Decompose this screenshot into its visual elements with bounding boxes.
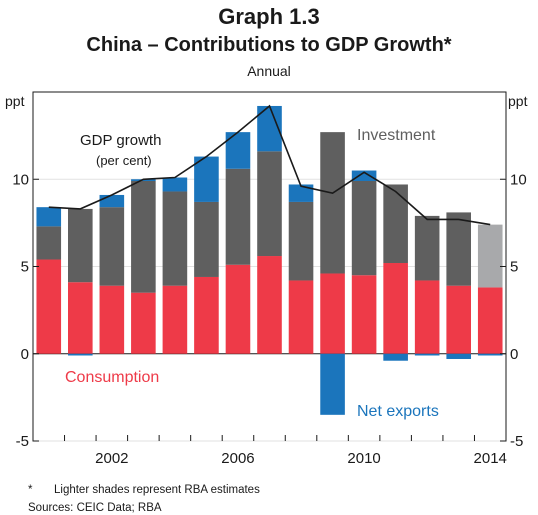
y-tick-label-left-0: 0 — [21, 346, 29, 363]
gdp-growth-line — [48, 104, 491, 226]
bar-investment-2003 — [131, 180, 156, 293]
bar-consumption-2001 — [68, 282, 93, 354]
consumption-label: Consumption — [65, 369, 159, 386]
bar-consumption-2009 — [320, 273, 345, 354]
y-tick-label-right-10: 10 — [510, 171, 527, 188]
bar-investment-2007 — [257, 151, 282, 257]
gdp-growth-label: GDP growth — [80, 132, 161, 149]
bar-consumption-2012 — [414, 280, 440, 354]
investment-label: Investment — [357, 127, 436, 144]
footnote-text: Lighter shades represent RBA estimates — [54, 484, 260, 496]
axes-layer: 2002 2006 2010 2014-5 -50 05 510 10 — [12, 171, 526, 467]
bar-net-exports-2011 — [383, 353, 408, 361]
bar-consumption-2006 — [225, 264, 251, 354]
y-tick-label-left--5: -5 — [16, 433, 29, 450]
y-tick-label-left-10: 10 — [12, 171, 29, 188]
bar-net-exports-2008 — [288, 184, 314, 202]
bar-investment-2010 — [351, 180, 377, 276]
bar-net-exports-2004 — [162, 177, 188, 192]
bar-net-exports-2005 — [194, 156, 219, 202]
y-tick-label-left-5: 5 — [21, 259, 29, 276]
bar-investment-2008 — [288, 201, 314, 281]
bar-investment-2000 — [36, 226, 62, 260]
bar-investment-2011 — [383, 184, 408, 264]
bar-net-exports-2010 — [351, 170, 377, 181]
bar-consumption-2013 — [446, 285, 471, 354]
bar-investment-2014 — [477, 224, 503, 288]
bar-investment-2002 — [99, 207, 125, 286]
bar-consumption-2008 — [288, 280, 314, 354]
bar-net-exports-2012 — [414, 353, 440, 356]
x-tick-label-2014: 2014 — [474, 450, 507, 467]
bar-net-exports-2009 — [320, 353, 345, 415]
bar-consumption-2005 — [194, 276, 219, 354]
footnote-marker: * — [28, 484, 33, 496]
bar-investment-2012 — [414, 215, 440, 281]
chart-subtitle: Annual — [247, 63, 291, 79]
bar-net-exports-2013 — [446, 353, 471, 359]
bar-consumption-2007 — [257, 256, 282, 354]
y-tick-label-right-5: 5 — [510, 259, 518, 276]
bar-net-exports-2000 — [36, 207, 62, 227]
net-exports-label: Net exports — [357, 403, 439, 420]
y-tick-label-right-0: 0 — [510, 346, 518, 363]
bars-layer — [36, 105, 503, 415]
x-tick-label-2006: 2006 — [221, 450, 254, 467]
bar-consumption-2002 — [99, 285, 125, 354]
footnote: * Lighter shades represent RBA estimates — [28, 484, 260, 496]
x-tick-label-2010: 2010 — [347, 450, 380, 467]
gdp-growth-unit-label: (per cent) — [96, 153, 152, 168]
bar-net-exports-2002 — [99, 194, 125, 208]
bar-net-exports-2006 — [225, 132, 251, 169]
chart-plot: 2002 2006 2010 2014-5 -50 05 510 10 ppt ppt GDP… — [5, 91, 528, 467]
bar-investment-2013 — [446, 212, 471, 286]
bar-investment-2001 — [68, 208, 93, 283]
bar-consumption-2014 — [477, 287, 503, 354]
bar-consumption-2011 — [383, 263, 408, 354]
x-tick-label-2002: 2002 — [95, 450, 128, 467]
bar-net-exports-2014 — [477, 353, 503, 356]
sources-note: Sources: CEIC Data; RBA — [28, 502, 162, 514]
bar-investment-2009 — [320, 132, 345, 274]
y-tick-label-right--5: -5 — [510, 433, 523, 450]
bar-consumption-2003 — [131, 292, 156, 354]
gdp-line-layer — [48, 104, 491, 226]
bar-investment-2006 — [225, 168, 251, 265]
bar-investment-2005 — [194, 201, 219, 277]
chart-title: China – Contributions to GDP Growth* — [86, 34, 452, 56]
bar-net-exports-2001 — [68, 353, 93, 356]
bar-consumption-2004 — [162, 285, 188, 354]
graph-number: Graph 1.3 — [218, 4, 320, 29]
y-axis-label-left: ppt — [5, 93, 25, 109]
bar-consumption-2010 — [351, 275, 377, 354]
y-axis-label-right: ppt — [508, 93, 528, 109]
bar-consumption-2000 — [36, 259, 62, 354]
bar-investment-2004 — [162, 191, 188, 286]
